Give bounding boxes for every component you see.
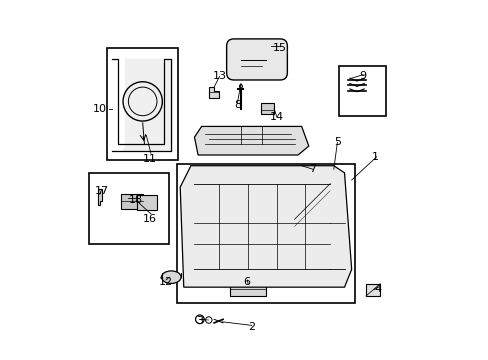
Bar: [121, 194, 142, 208]
Polygon shape: [326, 223, 337, 237]
Text: 9: 9: [358, 71, 365, 81]
Text: 7: 7: [308, 164, 315, 174]
Bar: [176, 164, 354, 303]
Text: 10: 10: [93, 104, 106, 113]
Text: 6: 6: [242, 277, 249, 287]
Polygon shape: [194, 126, 308, 155]
Bar: [260, 103, 274, 114]
Bar: [137, 195, 157, 210]
Polygon shape: [98, 189, 102, 205]
Polygon shape: [239, 84, 242, 88]
Polygon shape: [180, 166, 351, 287]
Polygon shape: [208, 87, 219, 98]
Bar: [89, 173, 169, 244]
Text: 13: 13: [212, 71, 226, 81]
Ellipse shape: [161, 271, 181, 283]
Polygon shape: [112, 59, 173, 152]
Text: 14: 14: [269, 112, 283, 122]
Text: 11: 11: [142, 154, 157, 163]
Text: 17: 17: [94, 186, 108, 196]
Text: 5: 5: [333, 138, 340, 148]
Text: 18: 18: [128, 195, 142, 204]
Text: 8: 8: [233, 100, 241, 110]
Text: 3: 3: [196, 316, 203, 326]
Text: 1: 1: [370, 152, 378, 162]
FancyBboxPatch shape: [226, 39, 287, 80]
Bar: [339, 66, 385, 116]
Text: 4: 4: [374, 284, 381, 294]
Bar: [107, 48, 178, 160]
Text: 15: 15: [273, 43, 286, 53]
Polygon shape: [365, 284, 380, 296]
Text: 12: 12: [159, 277, 173, 287]
Text: 16: 16: [142, 214, 157, 224]
Polygon shape: [230, 284, 265, 296]
Text: 2: 2: [247, 322, 255, 332]
